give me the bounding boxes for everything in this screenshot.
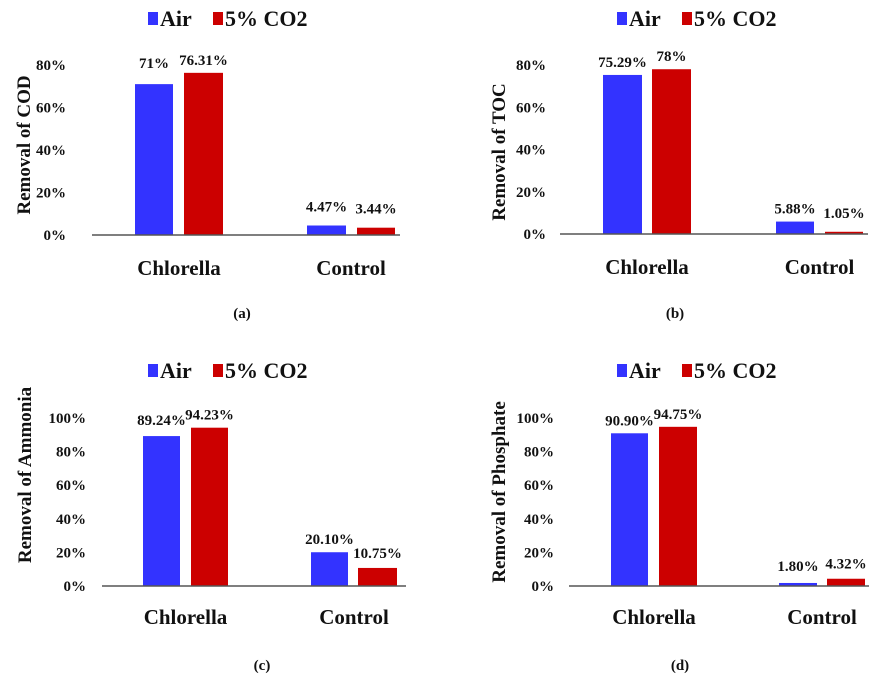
panel-label: (c) [254,658,271,674]
y-tick-label: 0% [64,579,87,595]
bar-chlorella-air [611,433,648,586]
y-tick-label: 20% [524,545,554,561]
y-tick-label: 60% [36,101,66,117]
data-label: 75.29% [598,55,647,71]
y-axis-title: Removal of Ammonia [15,386,36,563]
y-tick-label: 20% [36,186,66,202]
bar-chlorella-air [135,84,173,235]
y-axis-title: Removal of TOC [489,83,510,221]
data-label: 5.88% [774,202,815,218]
data-label: 94.23% [185,408,234,424]
legend-label-air: Air [160,6,192,31]
legend-swatch-air [148,364,158,377]
bar-control-air [311,552,348,586]
legend-label-air: Air [160,358,192,383]
legend-label-5-co2: 5% CO2 [694,6,777,31]
y-tick-label: 20% [56,545,86,561]
y-axis-title: Removal of Phosphate [489,401,510,583]
y-tick-label: 60% [524,478,554,494]
y-tick-label: 100% [49,411,87,427]
x-category-label: Chlorella [137,256,221,280]
legend-swatch-5-co2 [682,364,692,377]
data-label: 4.32% [825,557,866,573]
legend-label-5-co2: 5% CO2 [225,358,308,383]
x-category-label: Control [319,605,389,629]
data-label: 10.75% [353,546,402,562]
y-tick-label: 40% [524,512,554,528]
y-tick-label: 80% [56,445,86,461]
data-label: 3.44% [355,202,396,218]
y-tick-label: 0% [44,228,67,244]
y-tick-label: 40% [516,143,546,159]
y-tick-label: 40% [56,512,86,528]
x-category-label: Chlorella [144,605,228,629]
bar-chlorella-air [143,436,180,586]
x-category-label: Control [785,255,855,279]
legend-label-air: Air [629,6,661,31]
bar-control-5-co2 [358,567,397,586]
panel-label: (a) [233,306,251,322]
bar-chlorella-5-co2 [652,69,691,234]
y-tick-label: 60% [516,100,546,116]
panel-label: (b) [666,306,684,322]
legend-swatch-air [148,12,158,25]
legend-swatch-5-co2 [213,12,223,25]
bar-chlorella-5-co2 [659,426,697,586]
data-label: 1.05% [823,206,864,222]
bar-control-5-co2 [357,227,395,235]
x-category-label: Chlorella [612,605,696,629]
legend-swatch-5-co2 [682,12,692,25]
y-tick-label: 0% [524,227,547,243]
legend-label-5-co2: 5% CO2 [694,358,777,383]
x-category-label: Chlorella [605,255,689,279]
y-tick-label: 100% [517,411,555,427]
panel-label: (d) [671,658,689,674]
data-label: 78% [657,49,687,65]
y-tick-label: 20% [516,185,546,201]
y-tick-label: 80% [36,58,66,74]
data-label: 90.90% [605,413,654,429]
data-label: 1.80% [777,559,818,575]
data-label: 20.10% [305,532,354,548]
bar-control-5-co2 [825,231,863,234]
y-tick-label: 80% [516,58,546,74]
y-tick-label: 60% [56,478,86,494]
bar-control-air [307,225,346,235]
bar-control-5-co2 [827,578,865,586]
legend-swatch-air [617,364,627,377]
legend-swatch-air [617,12,627,25]
y-tick-label: 40% [36,143,66,159]
bar-chlorella-5-co2 [191,427,228,586]
bar-chlorella-air [603,74,642,234]
x-category-label: Control [787,605,857,629]
legend-swatch-5-co2 [213,364,223,377]
data-label: 94.75% [654,407,703,423]
x-category-label: Control [316,256,386,280]
data-label: 71% [139,56,169,72]
data-label: 76.31% [179,53,228,69]
y-axis-title: Removal of COD [14,75,35,214]
bar-control-air [776,221,814,234]
data-label: 89.24% [137,413,186,429]
y-tick-label: 80% [524,445,554,461]
bar-chlorella-5-co2 [184,72,223,235]
legend-label-air: Air [629,358,661,383]
legend-label-5-co2: 5% CO2 [225,6,308,31]
data-label: 4.47% [306,200,347,216]
bar-control-air [779,582,817,586]
y-tick-label: 0% [532,579,555,595]
